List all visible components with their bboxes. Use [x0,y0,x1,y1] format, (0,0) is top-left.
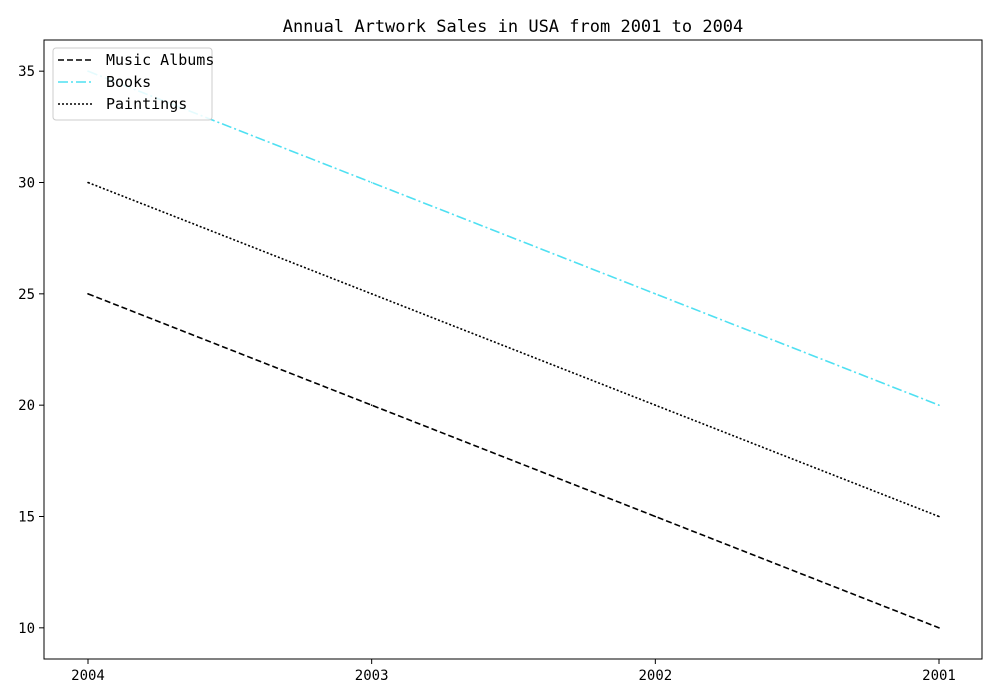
legend-box [52,47,213,121]
series-line [87,70,940,406]
chart-title: Annual Artwork Sales in USA from 2001 to… [283,17,744,37]
data-point [654,515,657,518]
x-axis: 2004 2003 2002 2001 [71,659,956,684]
x-tick-label: 2001 [922,668,956,684]
y-tick-label: 35 [18,64,35,80]
data-point [938,404,940,406]
series-line [87,181,940,518]
series-line [87,293,940,629]
x-tick-label: 2002 [638,668,672,684]
data-point [938,627,940,629]
legend: Music Albums Books Paintings [52,47,214,121]
series-layer [87,70,940,629]
data-point [654,293,657,295]
data-point [370,181,373,184]
data-point [938,515,940,518]
legend-label: Music Albums [106,51,214,69]
y-tick-label: 25 [18,287,35,303]
y-axis: 10 15 20 25 30 35 [18,64,44,637]
legend-label: Paintings [106,95,187,113]
data-point [370,293,373,295]
y-tick-label: 15 [18,509,35,525]
data-point [87,181,89,184]
x-tick-label: 2003 [355,668,389,684]
data-point [370,404,373,406]
y-tick-label: 10 [18,621,35,637]
x-tick-label: 2004 [71,668,105,684]
data-point [654,404,657,406]
y-tick-label: 20 [18,398,35,414]
plot-area-frame [43,39,983,660]
legend-label: Books [106,73,151,91]
y-tick-label: 30 [18,176,35,192]
data-point [87,293,89,295]
